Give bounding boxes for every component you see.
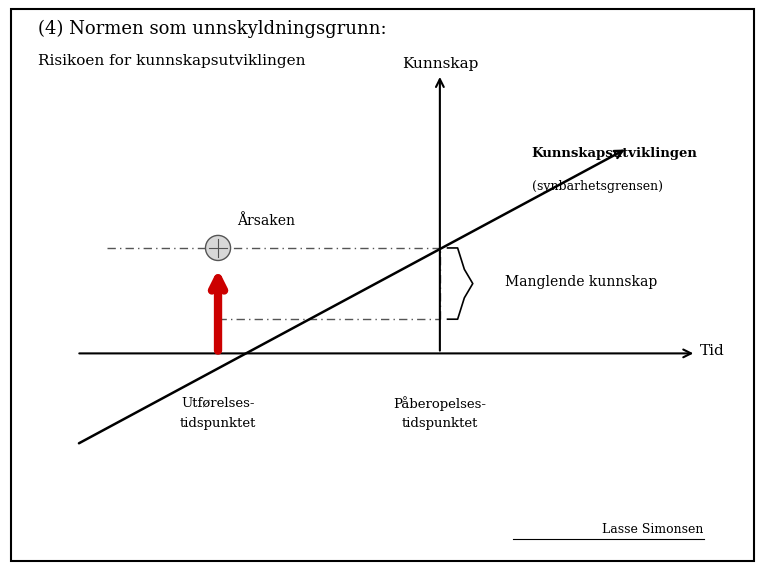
Text: Risikoen for kunnskapsutviklingen: Risikoen for kunnskapsutviklingen (38, 54, 306, 68)
Text: Tid: Tid (700, 344, 724, 357)
Text: (4) Normen som unnskyldningsgrunn:: (4) Normen som unnskyldningsgrunn: (38, 20, 387, 38)
Text: Kunnskapsutviklingen: Kunnskapsutviklingen (532, 146, 698, 160)
Text: Manglende kunnskap: Manglende kunnskap (505, 275, 657, 289)
Text: Kunnskap: Kunnskap (402, 57, 478, 71)
Text: tidspunktet: tidspunktet (402, 417, 478, 430)
Text: Utførelses-: Utførelses- (181, 396, 255, 409)
Text: tidspunktet: tidspunktet (180, 417, 256, 430)
Ellipse shape (206, 235, 230, 260)
Text: (synbarhetsgrensen): (synbarhetsgrensen) (532, 180, 662, 193)
Text: Årsaken: Årsaken (237, 214, 295, 228)
Text: Lasse Simonsen: Lasse Simonsen (602, 523, 704, 536)
Text: Påberopelses-: Påberopelses- (393, 396, 487, 411)
